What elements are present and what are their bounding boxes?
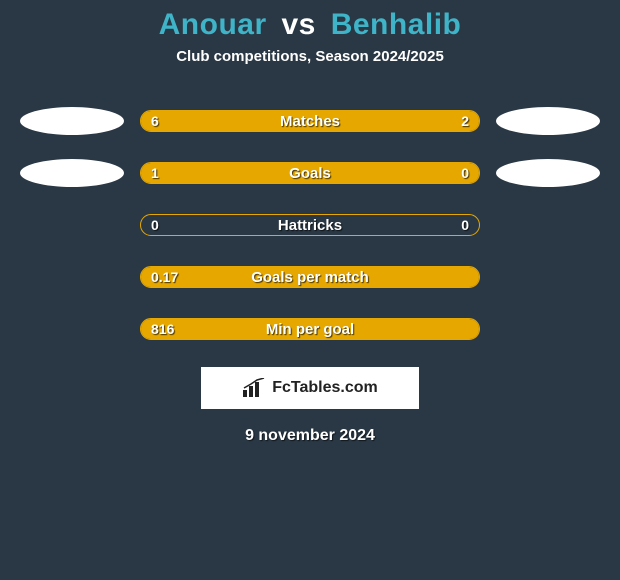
left-value: 816 xyxy=(151,319,174,339)
stat-label: Hattricks xyxy=(141,215,479,235)
player-b-avatar xyxy=(496,159,600,187)
stat-bar: 62Matches xyxy=(140,110,480,132)
avatar-spacer xyxy=(496,263,600,291)
avatar-spacer xyxy=(496,315,600,343)
avatar-spacer xyxy=(20,263,124,291)
logo-text: FcTables.com xyxy=(272,379,378,397)
left-fill xyxy=(141,319,479,339)
stat-row: 816Min per goal xyxy=(0,315,620,343)
page-title: Anouar vs Benhalib xyxy=(0,0,620,42)
player-a-avatar xyxy=(20,159,124,187)
avatar-spacer xyxy=(20,211,124,239)
stat-bar: 0 0Hattricks xyxy=(140,214,480,236)
left-fill xyxy=(141,163,405,183)
left-fill xyxy=(141,267,479,287)
stat-row: 62Matches xyxy=(0,107,620,135)
stat-row: 0.17Goals per match xyxy=(0,263,620,291)
left-value: 0.17 xyxy=(151,267,178,287)
stat-row: 10Goals xyxy=(0,159,620,187)
right-value: 0 xyxy=(461,163,469,183)
date-label: 9 november 2024 xyxy=(0,427,620,445)
left-value: 0 xyxy=(151,215,159,235)
player-b-name: Benhalib xyxy=(331,8,462,41)
player-b-avatar xyxy=(496,107,600,135)
stats-container: 62Matches10Goals00Hattricks0.17Goals per… xyxy=(0,107,620,343)
stat-bar: 816Min per goal xyxy=(140,318,480,340)
stat-bar: 10Goals xyxy=(140,162,480,184)
right-value: 2 xyxy=(461,111,469,131)
right-value: 0 xyxy=(461,215,469,235)
vs-separator: vs xyxy=(281,8,315,41)
avatar-spacer xyxy=(496,211,600,239)
stat-bar: 0.17Goals per match xyxy=(140,266,480,288)
stat-row: 0 0Hattricks xyxy=(0,211,620,239)
bar-chart-icon xyxy=(242,378,266,398)
left-value: 1 xyxy=(151,163,159,183)
avatar-spacer xyxy=(20,315,124,343)
left-fill xyxy=(141,111,391,131)
site-logo: FcTables.com xyxy=(201,367,419,409)
player-a-avatar xyxy=(20,107,124,135)
subtitle: Club competitions, Season 2024/2025 xyxy=(0,48,620,65)
player-a-name: Anouar xyxy=(159,8,267,41)
left-value: 6 xyxy=(151,111,159,131)
